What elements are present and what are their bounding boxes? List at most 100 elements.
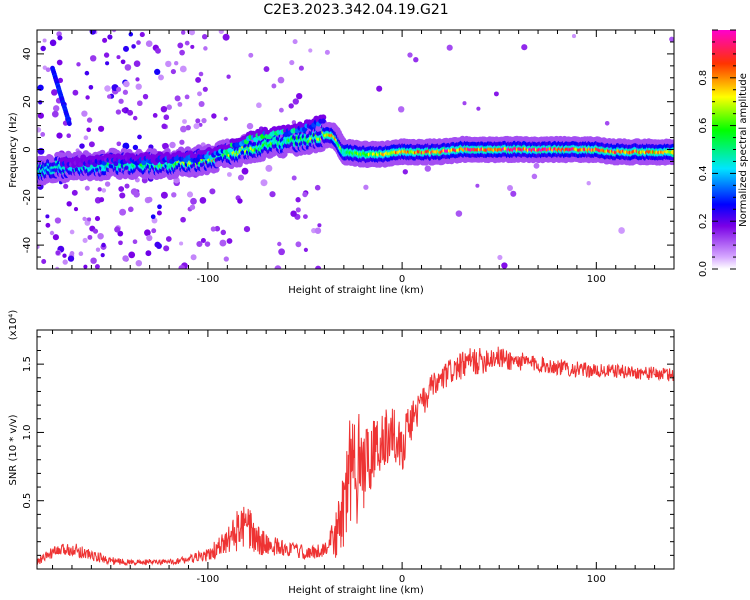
spectrogram-cell xyxy=(182,119,187,124)
spectrogram-cell xyxy=(493,91,499,97)
spectrogram-cell xyxy=(402,169,408,175)
spectrogram-cell xyxy=(186,191,194,198)
spectrogram-cell xyxy=(218,30,224,35)
spectrogram-cell xyxy=(277,241,282,247)
spectrogram-cell xyxy=(223,256,229,262)
spectrogram-cell xyxy=(209,188,216,195)
spectrogram-cell xyxy=(104,85,111,92)
spectrogram-cell xyxy=(57,77,64,84)
spectrogram-y-tick-label: 40 xyxy=(22,48,33,61)
spectrogram-cell xyxy=(154,68,161,76)
snr-y-label: SNR (10 * v/v) xyxy=(8,414,19,485)
snr-y-tick-label: 0.5 xyxy=(22,493,33,509)
spectrogram-cell xyxy=(56,59,63,66)
spectrogram-cell xyxy=(49,39,57,47)
spectrogram-cell xyxy=(52,234,59,241)
spectrogram-cell xyxy=(163,114,170,121)
spectrogram-x-tick-label: 100 xyxy=(587,274,606,285)
spectrogram-cell xyxy=(317,223,322,228)
spectrogram-cell xyxy=(292,39,298,45)
spectrogram-cell xyxy=(128,206,134,213)
spectrogram-cell xyxy=(104,181,111,187)
spectrogram-cell xyxy=(87,234,93,240)
spectrogram-cell xyxy=(66,201,72,207)
spectrogram-cell xyxy=(157,204,162,210)
spectrogram-cell xyxy=(220,229,227,236)
spectrogram-cell xyxy=(137,134,142,140)
spectrogram-cell xyxy=(83,135,89,141)
spectrogram-cell xyxy=(155,47,161,54)
spectrogram-cell xyxy=(288,103,294,109)
spectrogram-cell xyxy=(497,254,503,260)
spectrogram-cell xyxy=(179,65,187,73)
spectrogram-cell xyxy=(260,179,268,187)
spectrogram-cell xyxy=(135,77,140,82)
spectrogram-cell xyxy=(37,147,45,155)
spectrogram-cell xyxy=(180,30,186,35)
spectrogram-cell xyxy=(150,214,156,220)
snr-x-tick-label: -100 xyxy=(197,574,220,585)
spectrogram-cell xyxy=(51,110,59,118)
spectrogram-cell xyxy=(45,214,50,219)
spectrogram-cell xyxy=(161,123,167,130)
spectrogram-cell xyxy=(219,239,227,247)
spectrogram-y-label: Frequency (Hz) xyxy=(8,112,19,188)
spectrogram-cell xyxy=(124,64,132,71)
spectrogram-x-tick-label: -100 xyxy=(197,274,220,285)
spectrogram-cell xyxy=(177,101,183,107)
spectrogram-cell xyxy=(290,210,297,217)
spectrogram-cell xyxy=(119,208,127,216)
spectrogram-cell xyxy=(165,60,172,68)
spectrogram-cell xyxy=(71,189,78,196)
spectrogram-cell xyxy=(308,48,313,53)
spectrogram-cell xyxy=(124,183,130,189)
spectrogram-cell xyxy=(397,106,405,113)
spectrogram-cell xyxy=(115,109,122,115)
spectrogram-cell xyxy=(195,76,202,83)
spectrogram-cell xyxy=(158,74,164,81)
spectrogram-cell xyxy=(37,244,40,249)
spectrogram-cell xyxy=(314,227,322,234)
spectrogram-cell xyxy=(123,45,129,52)
colorbar-axis: 0.0 0.2 0.4 0.6 0.8 xyxy=(698,29,736,277)
spectrogram-cell xyxy=(227,147,233,153)
spectrogram-cell xyxy=(462,101,467,106)
spectrogram-y-tick-label: -40 xyxy=(22,237,33,253)
spectrogram-cell xyxy=(79,143,85,149)
spectrogram-cell xyxy=(105,61,110,66)
spectrogram-cell xyxy=(85,95,90,100)
spectrogram-cell xyxy=(169,141,176,149)
spectrogram-cell xyxy=(69,251,75,256)
spectrogram-cell xyxy=(226,74,231,79)
spectrogram-cell xyxy=(507,185,513,191)
spectrogram-cell xyxy=(243,225,251,233)
spectrogram-cell xyxy=(171,192,177,198)
spectrogram-cell xyxy=(291,175,297,181)
spectrogram-cell xyxy=(116,141,122,147)
colorbar-gradient xyxy=(712,30,736,269)
spectrogram-cell xyxy=(302,191,308,198)
spectrogram-cell xyxy=(160,191,168,199)
snr-x-tick-label: 100 xyxy=(587,574,606,585)
spectrogram-cell xyxy=(475,183,480,188)
spectrogram-cell xyxy=(69,229,75,235)
spectrogram-cell xyxy=(222,33,230,41)
spectrogram-cell xyxy=(42,65,47,70)
spectrogram-cell xyxy=(144,229,151,237)
spectrogram-cell xyxy=(295,197,301,203)
spectrogram-cell xyxy=(82,237,88,243)
spectrogram-cell xyxy=(107,34,113,40)
spectrogram-cell xyxy=(45,67,51,73)
spectrogram-cell xyxy=(170,69,176,75)
snr-y-tick-label: 1.5 xyxy=(22,356,33,372)
spectrogram-cell xyxy=(128,251,136,259)
spectrogram-cell xyxy=(133,191,140,198)
spectrogram-cell xyxy=(296,92,303,100)
spectrogram-cell xyxy=(94,216,101,222)
spectrogram-cell xyxy=(407,52,413,58)
spectrogram-cell xyxy=(88,84,94,90)
snr-panel: -100 0 100 0.5 1.0 1.5 Height of straight li… xyxy=(8,310,675,596)
spectrogram-cell xyxy=(132,115,138,121)
spectrogram-cell xyxy=(123,80,130,88)
